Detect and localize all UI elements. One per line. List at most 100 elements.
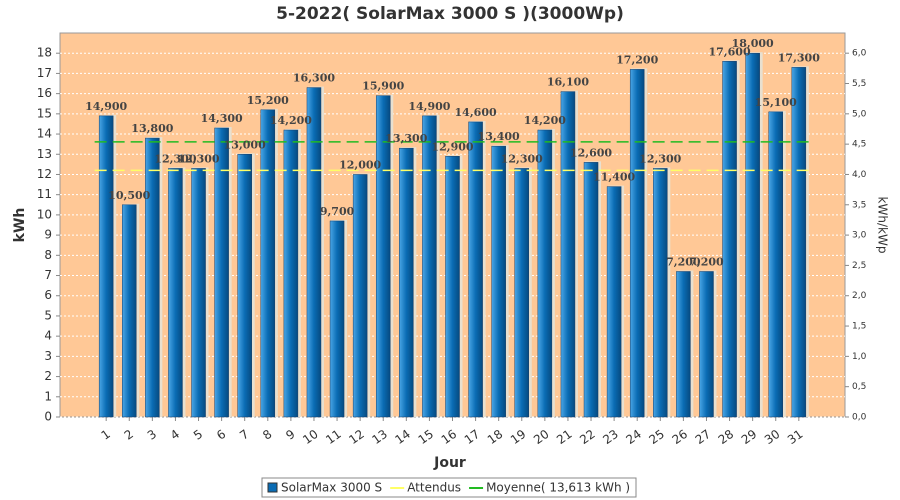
bar [606,186,622,418]
x-tick-label: 13 [369,427,390,447]
value-label: 15,100 [755,96,797,109]
x-tick-label: 25 [646,427,667,447]
y-tick-label: 10 [37,207,52,221]
y-tick-label: 1 [44,389,52,403]
value-label: 13,800 [131,122,173,135]
x-tick-label: 18 [485,427,506,447]
bar [375,95,391,418]
y-tick-label: 0 [44,410,52,424]
y2-tick-label: 5,0 [852,109,867,119]
y-tick-label: 11 [37,187,52,201]
value-label: 14,300 [201,112,243,125]
bar [122,204,137,418]
x-tick-label: 9 [283,427,297,443]
x-tick-label: 15 [416,427,437,447]
x-tick-label: 6 [214,427,228,443]
bar [699,271,714,418]
x-tick-label: 2 [122,427,136,443]
x-tick-label: 10 [300,427,321,447]
value-label: 14,200 [270,114,312,127]
bar [653,168,668,418]
legend [261,477,637,498]
y-tick-label: 8 [44,248,52,262]
x-tick-label: 16 [439,427,460,447]
y-tick-label: 2 [44,369,52,383]
bar [237,154,252,418]
y-tick-label: 13 [37,147,52,161]
value-label: 13,400 [478,130,520,143]
x-tick-label: 27 [693,427,714,447]
value-label: 12,300 [154,152,196,165]
bar [722,61,737,418]
y-tick-label: 18 [37,46,52,60]
value-label: 14,900 [85,100,127,113]
value-label: 16,300 [293,72,335,85]
bar [214,127,229,418]
bar [791,67,807,418]
bar [306,87,322,418]
y-tick-label: 14 [37,127,52,141]
bar [514,168,530,418]
y2-tick-label: 5,5 [852,79,866,89]
value-label: 16,100 [547,76,589,89]
y-axis-label: kWh [12,208,28,243]
value-label: 14,600 [455,106,497,119]
x-tick-label: 31 [785,427,806,447]
value-label: 12,900 [431,140,473,153]
x-tick-label: 21 [554,427,575,447]
legend-label: Attendus [407,481,461,495]
x-tick-label: 14 [393,427,414,447]
x-tick-label: 20 [531,427,552,447]
x-tick-label: 30 [762,427,783,447]
bar [168,168,183,418]
value-label: 9,700 [320,205,355,218]
y2-tick-label: 1,0 [852,352,867,362]
y2-tick-label: 2,5 [852,261,866,271]
bar [283,129,299,418]
value-label: 7,200 [666,255,701,268]
y2-tick-label: 6,0 [852,49,867,59]
value-label: 18,000 [732,37,774,50]
y2-tick-label: 3,0 [852,231,867,241]
y-tick-label: 6 [44,288,52,302]
bar [676,271,691,418]
chart-title: 5-2022( SolarMax 3000 S )(3000Wp) [276,4,624,24]
x-tick-label: 17 [462,427,483,447]
legend-label: Moyenne( 13,613 kWh ) [486,481,630,495]
y-tick-label: 9 [44,228,52,242]
value-label: 15,200 [247,94,289,107]
y2-tick-label: 3,5 [852,200,866,210]
x-tick-label: 26 [670,427,691,447]
x-tick-label: 29 [739,427,760,447]
bar [98,115,114,418]
value-label: 13,300 [385,132,427,145]
y-tick-label: 17 [37,66,52,80]
value-label: 12,600 [570,146,612,159]
y-tick-label: 3 [44,349,52,363]
value-label: 13,000 [224,138,266,151]
value-label: 12,300 [177,152,219,165]
legend-swatch [267,482,278,493]
y2-tick-label: 2,0 [852,291,867,301]
value-label: 14,200 [524,114,566,127]
bar [399,147,414,418]
x-tick-label: 1 [99,427,113,443]
y-tick-label: 5 [44,308,52,322]
x-tick-label: 12 [346,427,367,447]
value-label: 10,500 [108,189,150,202]
y-tick-label: 15 [37,106,52,120]
bar [491,145,506,418]
bar [145,137,160,418]
x-tick-label: 23 [600,427,621,447]
y2-tick-label: 4,0 [852,170,867,180]
value-label: 12,300 [501,152,543,165]
bar [629,69,645,418]
bar [329,220,345,418]
value-label: 7,200 [689,255,724,268]
x-tick-label: 24 [623,427,644,447]
y2-tick-label: 0,5 [852,382,866,392]
value-label: 15,900 [362,80,404,93]
y-tick-label: 16 [37,86,52,100]
value-label: 17,600 [709,45,751,58]
